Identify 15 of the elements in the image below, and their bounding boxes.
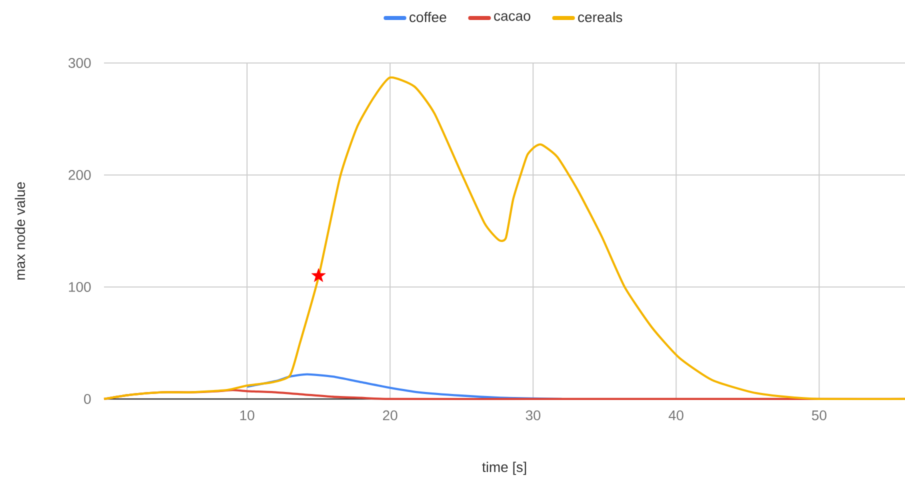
- legend-label: cereals: [578, 12, 622, 22]
- x-tick-label: 10: [240, 410, 254, 420]
- y-tick-label: 300: [68, 58, 91, 68]
- x-tick-label: 50: [812, 410, 826, 420]
- y-tick-label: 200: [68, 170, 91, 180]
- y-axis-title: max node value: [14, 182, 26, 280]
- legend-label: coffee: [410, 12, 446, 22]
- y-tick-label: 100: [69, 282, 91, 292]
- x-tick-label: 30: [526, 410, 540, 420]
- x-tick-label: 20: [383, 410, 398, 420]
- y-tick-label: 0: [84, 394, 91, 404]
- x-axis-title: time [s]: [482, 462, 526, 475]
- line-series: [102, 76, 905, 400]
- legend-label: cacao: [494, 13, 530, 21]
- x-tick-label: 40: [668, 410, 684, 420]
